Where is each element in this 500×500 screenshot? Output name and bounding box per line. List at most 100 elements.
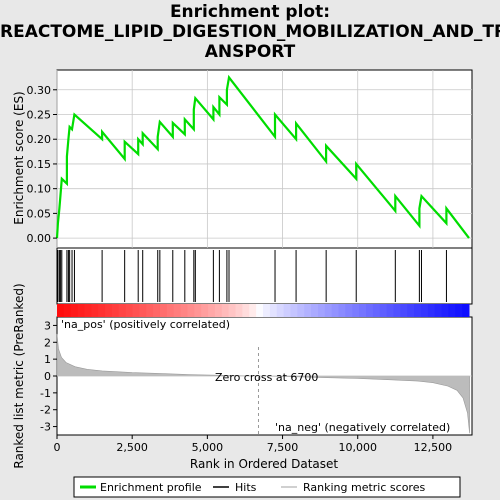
title-line-1: Enrichment plot: [169,2,331,22]
rank-band-segment [386,304,394,317]
neg-label: 'na_neg' (negatively correlated) [275,421,450,434]
rank-band-segment [304,304,312,317]
rank-band-segment [290,304,298,317]
metric-y-tick-label: -3 [40,421,51,434]
es-y-tick-label: 0.15 [27,158,52,171]
rank-band-segment [393,304,401,317]
metric-group [56,333,472,435]
title-line-3: ANSPORT [204,42,296,62]
title-line-2: REACTOME_LIPID_DIGESTION_MOBILIZATION_AN… [0,22,500,42]
pos-label: 'na_pos' (positively correlated) [61,318,230,331]
es-y-tick-label: 0.30 [27,84,52,97]
rank-band-segment [153,304,161,317]
rank-band-segment [283,304,291,317]
rank-band-segment [63,304,72,317]
rank-band-segment [269,304,278,317]
es-y-tick-label: 0.05 [27,207,52,220]
ranking-metric-area [56,333,470,434]
chart-title: Enrichment plot: REACTOME_LIPID_DIGESTIO… [0,2,500,62]
rank-band-segment [111,304,120,317]
es-y-tick-label: 0.00 [27,232,52,245]
rank-band-segment [166,304,175,317]
x-tick-label: 10,000 [338,441,377,454]
x-tick-label: 5,000 [192,441,224,454]
rank-band-segment [420,304,429,317]
rank-band-segment [91,304,99,317]
metric-y-tick-label: -1 [40,387,51,400]
rank-band-segment [173,304,182,317]
enrichment-profile-group [55,74,470,239]
rank-band-segment [249,304,257,317]
rank-band-segment [434,304,443,317]
rank-band-segment [365,304,374,317]
metric-y-tick-label: -2 [40,404,51,417]
es-panel [56,69,473,249]
rank-band-segment [194,304,202,317]
legend-es-label: Enrichment profile [100,481,202,494]
rank-band-segment [242,304,250,317]
rank-band-segment [70,304,79,317]
rank-band-segment [187,304,195,317]
rank-band-segment [57,304,65,317]
rank-band-segment [372,304,381,317]
zero-cross-label: Zero cross at 6700 [215,371,318,384]
rank-band-segment [256,304,264,317]
rank-band-segment [407,304,415,317]
axes-group: 0.00 0.05 0.10 0.15 0.20 0.25 0.30 -3 -2 -1 0 1 2 3 0 2… [27,84,453,454]
rank-band-segment [317,304,326,317]
rank-band-segment [448,304,456,317]
rank-band-segment [331,304,340,317]
x-tick-label: 0 [54,441,61,454]
rank-band-segment [441,304,449,317]
rank-band-segment [84,304,92,317]
rank-band-segment [146,304,154,317]
rank-band-segment [262,304,271,317]
rank-color-band [57,304,470,317]
legend-box [73,476,461,498]
hits-panel [56,247,473,305]
rank-band-segment [352,304,360,317]
rank-band-segment [77,304,85,317]
rank-band-segment [359,304,367,317]
metric-y-tick-label: 0 [44,370,51,383]
x-tick-label: 7,500 [267,441,299,454]
rank-band-segment [201,304,209,317]
rank-band-segment [125,304,134,317]
rank-band-segment [297,304,305,317]
rank-band-segment [338,304,346,317]
rank-band-segment [379,304,388,317]
rank-band-segment [414,304,422,317]
rank-band-segment [214,304,223,317]
y-axis-label-metric: Ranked list metric (PreRanked) [12,283,26,468]
y-axis-label-es: Enrichment score (ES) [12,91,26,224]
es-y-tick-label: 0.25 [27,109,52,122]
rank-band-segment [208,304,216,317]
metric-y-tick-label: 1 [44,353,51,366]
rank-band-segment [180,304,188,317]
rank-band-segment [455,304,463,317]
rank-band-segment [105,304,113,317]
rank-band-segment [132,304,140,317]
es-grid [56,70,472,248]
es-y-tick-label: 0.20 [27,133,52,146]
rank-band-segment [276,304,285,317]
hits-group [57,250,447,302]
x-tick-label: 2,500 [116,441,148,454]
legend-hits-label: Hits [235,481,257,494]
legend: Enrichment profile Hits Ranking metric s… [73,476,461,498]
rank-band-segment [221,304,230,317]
rank-band-segment [98,304,106,317]
metric-y-tick-label: 3 [44,319,51,332]
rank-band-segment [311,304,319,317]
rank-band-segment [139,304,147,317]
rank-band-segment [228,304,237,317]
legend-metric-label: Ranking metric scores [303,481,425,494]
x-axis-label: Rank in Ordered Dataset [190,457,338,471]
rank-band-segment [427,304,436,317]
rank-band-segment [400,304,408,317]
rank-band-segment [235,304,243,317]
enrichment-profile-line [55,74,470,239]
rank-band-segment [324,304,333,317]
rank-band-segment [118,304,127,317]
